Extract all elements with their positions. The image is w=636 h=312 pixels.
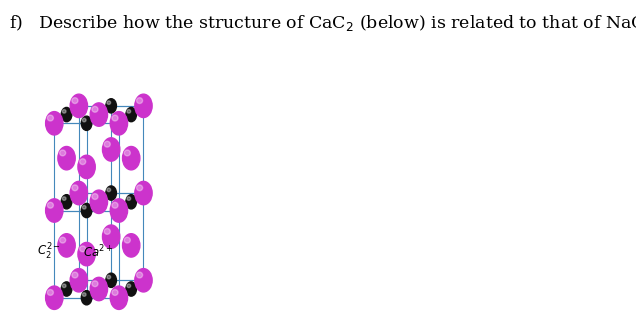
Ellipse shape	[58, 147, 75, 170]
Ellipse shape	[110, 112, 128, 135]
Ellipse shape	[102, 138, 120, 161]
Text: $C_2^{2-}$: $C_2^{2-}$	[38, 242, 61, 262]
Ellipse shape	[62, 153, 66, 157]
Ellipse shape	[78, 155, 95, 178]
Ellipse shape	[126, 107, 137, 122]
Ellipse shape	[47, 290, 53, 295]
Ellipse shape	[47, 202, 53, 208]
Ellipse shape	[127, 153, 130, 157]
Ellipse shape	[106, 142, 116, 157]
Ellipse shape	[93, 107, 104, 122]
Text: $Ca^{2+}$: $Ca^{2+}$	[83, 244, 114, 261]
Ellipse shape	[61, 151, 72, 165]
Ellipse shape	[93, 282, 104, 296]
Ellipse shape	[126, 238, 137, 252]
Ellipse shape	[70, 181, 88, 205]
Ellipse shape	[126, 282, 137, 296]
Ellipse shape	[107, 188, 111, 192]
Ellipse shape	[126, 195, 137, 209]
Ellipse shape	[95, 197, 99, 200]
Ellipse shape	[123, 234, 140, 257]
Ellipse shape	[104, 141, 110, 147]
Ellipse shape	[60, 237, 66, 243]
Ellipse shape	[80, 246, 86, 252]
Ellipse shape	[82, 118, 86, 122]
Ellipse shape	[93, 195, 104, 209]
Ellipse shape	[124, 150, 130, 156]
Ellipse shape	[107, 232, 111, 235]
Ellipse shape	[107, 144, 111, 148]
Ellipse shape	[95, 110, 99, 113]
Ellipse shape	[135, 94, 152, 118]
Ellipse shape	[92, 194, 98, 199]
Ellipse shape	[72, 98, 78, 104]
Ellipse shape	[81, 160, 92, 174]
Ellipse shape	[127, 110, 130, 113]
Ellipse shape	[61, 282, 72, 296]
Ellipse shape	[62, 241, 66, 244]
Ellipse shape	[47, 115, 53, 121]
Ellipse shape	[137, 272, 142, 278]
Ellipse shape	[112, 202, 118, 208]
Ellipse shape	[127, 241, 130, 244]
Ellipse shape	[92, 106, 98, 112]
Ellipse shape	[70, 269, 88, 292]
Ellipse shape	[46, 112, 63, 135]
Ellipse shape	[107, 101, 111, 105]
Ellipse shape	[92, 281, 98, 287]
Text: f)   Describe how the structure of CaC$_2$ (below) is related to that of NaCl?: f) Describe how the structure of CaC$_2$…	[9, 13, 636, 33]
Ellipse shape	[82, 293, 86, 296]
Ellipse shape	[127, 197, 130, 200]
Ellipse shape	[110, 199, 128, 222]
Ellipse shape	[104, 228, 110, 234]
Ellipse shape	[137, 185, 142, 191]
Ellipse shape	[106, 99, 116, 113]
Ellipse shape	[106, 230, 116, 244]
Ellipse shape	[107, 275, 111, 279]
Ellipse shape	[137, 98, 142, 104]
Ellipse shape	[81, 247, 92, 261]
Ellipse shape	[62, 197, 66, 200]
Ellipse shape	[62, 110, 66, 113]
Ellipse shape	[102, 225, 120, 248]
Ellipse shape	[135, 269, 152, 292]
Ellipse shape	[106, 273, 116, 287]
Ellipse shape	[81, 290, 92, 305]
Ellipse shape	[95, 284, 99, 288]
Ellipse shape	[72, 185, 78, 191]
Ellipse shape	[46, 199, 63, 222]
Ellipse shape	[60, 150, 66, 156]
Ellipse shape	[123, 147, 140, 170]
Ellipse shape	[126, 151, 137, 165]
Ellipse shape	[112, 115, 118, 121]
Ellipse shape	[82, 206, 86, 209]
Ellipse shape	[58, 234, 75, 257]
Ellipse shape	[135, 181, 152, 205]
Ellipse shape	[61, 238, 72, 252]
Ellipse shape	[81, 203, 92, 218]
Ellipse shape	[82, 162, 86, 165]
Ellipse shape	[90, 190, 107, 213]
Ellipse shape	[72, 272, 78, 278]
Ellipse shape	[127, 284, 130, 288]
Ellipse shape	[90, 277, 107, 301]
Ellipse shape	[90, 103, 107, 126]
Ellipse shape	[61, 195, 72, 209]
Ellipse shape	[46, 286, 63, 310]
Ellipse shape	[112, 290, 118, 295]
Ellipse shape	[82, 249, 86, 253]
Ellipse shape	[81, 116, 92, 130]
Ellipse shape	[61, 107, 72, 122]
Ellipse shape	[78, 242, 95, 266]
Ellipse shape	[70, 94, 88, 118]
Ellipse shape	[80, 159, 86, 164]
Ellipse shape	[106, 186, 116, 200]
Ellipse shape	[124, 237, 130, 243]
Ellipse shape	[110, 286, 128, 310]
Ellipse shape	[62, 284, 66, 288]
